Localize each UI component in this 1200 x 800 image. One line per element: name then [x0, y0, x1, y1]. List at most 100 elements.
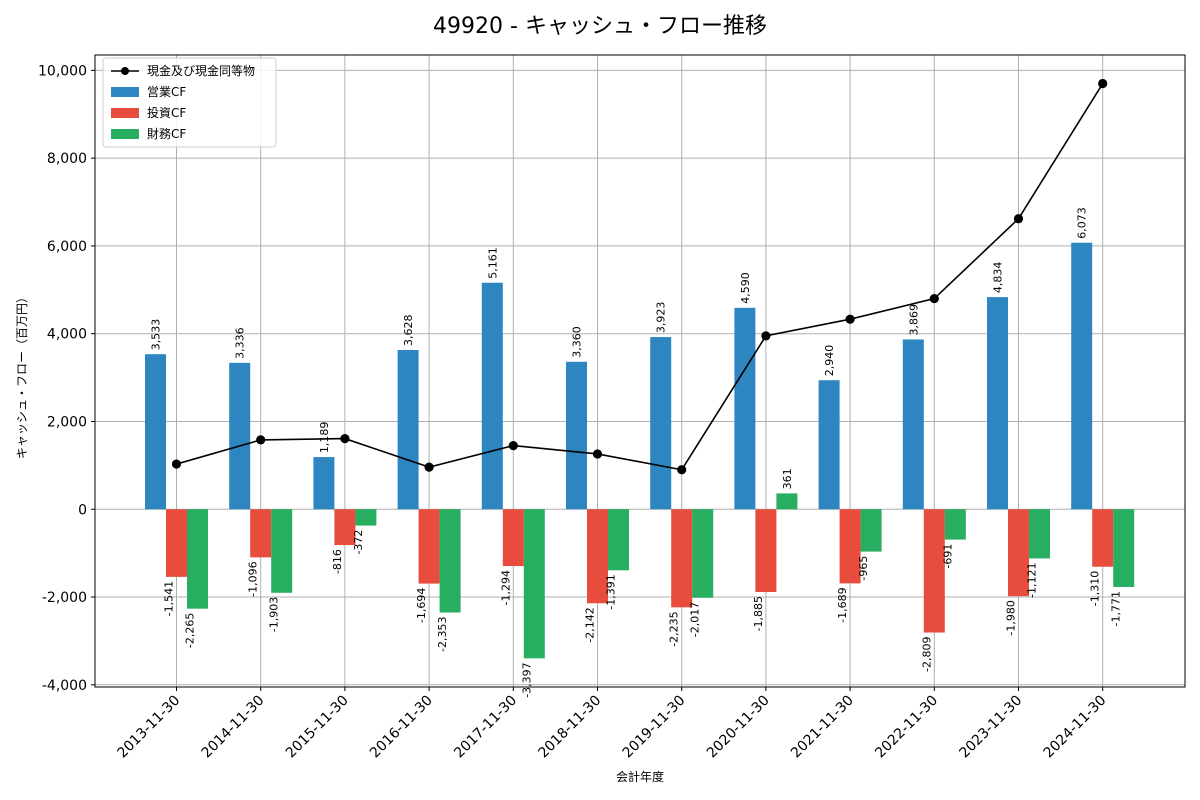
- cash-line-point[interactable]: [677, 465, 687, 475]
- bar-営業CF[interactable]: [1071, 242, 1093, 510]
- bar-value-label: -1,541: [163, 581, 176, 616]
- cash-line-point[interactable]: [929, 293, 939, 304]
- bar-投資CF[interactable]: [671, 509, 693, 608]
- bar-財務CF[interactable]: [944, 509, 966, 540]
- cash-line-point[interactable]: [424, 462, 434, 472]
- bar-投資CF[interactable]: [250, 509, 272, 558]
- y-tick-label: 10,000: [38, 63, 87, 79]
- bar-value-label: -2,353: [436, 617, 449, 652]
- bar-投資CF[interactable]: [334, 509, 356, 546]
- cash-line: [171, 78, 1108, 475]
- cash-line-point[interactable]: [592, 449, 603, 459]
- bar-財務CF[interactable]: [608, 509, 629, 571]
- bar-value-label: -1,980: [1005, 600, 1018, 635]
- legend-swatch: [111, 129, 139, 139]
- x-tick-label: 2017-11-30: [451, 693, 520, 762]
- x-tick-label: 2016-11-30: [367, 693, 436, 762]
- bar-営業CF[interactable]: [650, 337, 672, 510]
- bars: [145, 242, 1135, 659]
- bar-投資CF[interactable]: [587, 509, 608, 604]
- bar-営業CF[interactable]: [397, 350, 419, 510]
- bar-value-label: 4,834: [992, 262, 1005, 294]
- cash-line-point[interactable]: [171, 459, 182, 469]
- legend-label: 営業CF: [147, 85, 186, 99]
- bar-財務CF[interactable]: [523, 509, 545, 659]
- x-tick-label: 2013-11-30: [114, 693, 183, 762]
- bar-投資CF[interactable]: [418, 509, 440, 584]
- bar-財務CF[interactable]: [1113, 509, 1135, 587]
- bar-営業CF[interactable]: [145, 354, 166, 510]
- bar-value-label: 3,360: [571, 326, 584, 358]
- y-tick-label: -2,000: [42, 590, 87, 606]
- cash-line-point[interactable]: [845, 314, 855, 324]
- bar-value-label: -2,017: [689, 602, 702, 637]
- bar-営業CF[interactable]: [229, 362, 251, 510]
- x-tick-label: 2020-11-30: [704, 693, 773, 762]
- y-axis-label: キャッシュ・フロー（百万円）: [15, 291, 29, 459]
- bar-投資CF[interactable]: [502, 509, 524, 567]
- cash-line-point[interactable]: [256, 435, 266, 445]
- bar-value-label: -691: [941, 544, 954, 569]
- bar-投資CF[interactable]: [166, 509, 187, 577]
- y-tick-label: 2,000: [47, 414, 87, 430]
- bar-value-label: 6,073: [1076, 207, 1089, 239]
- legend-box: [102, 57, 277, 148]
- bar-value-label: 1,189: [318, 422, 331, 454]
- bar-value-label: 3,869: [907, 304, 920, 336]
- cash-line-point[interactable]: [1013, 214, 1024, 224]
- x-tick-label: 2019-11-30: [620, 693, 689, 762]
- legend-label: 財務CF: [147, 126, 186, 141]
- bar-財務CF[interactable]: [692, 509, 714, 598]
- y-tick-label: 4,000: [47, 327, 87, 343]
- cash-line-point[interactable]: [1098, 78, 1108, 89]
- bar-value-label: -1,885: [752, 596, 765, 631]
- x-tick-label: 2021-11-30: [788, 693, 857, 762]
- bar-value-label: -1,689: [836, 587, 849, 622]
- legend-label: 投資CF: [147, 105, 186, 120]
- cash-line-point[interactable]: [340, 433, 350, 444]
- bar-投資CF[interactable]: [923, 509, 945, 633]
- bar-財務CF[interactable]: [187, 509, 208, 609]
- chart-title: 49920 - キャッシュ・フロー推移: [433, 14, 767, 39]
- legend-swatch: [111, 108, 139, 118]
- bar-value-label: -3,397: [520, 662, 533, 697]
- bar-value-label: 3,628: [402, 315, 415, 347]
- x-axis-label: 会計年度: [616, 769, 664, 784]
- bar-財務CF[interactable]: [776, 493, 798, 510]
- data-labels: 3,533 3,336 1,189 3,628 5,161 3,360 3,923 4,590…: [150, 207, 1123, 698]
- bar-value-label: -1,391: [605, 574, 618, 609]
- bar-value-label: 5,161: [486, 247, 499, 279]
- bar-財務CF[interactable]: [271, 509, 293, 593]
- bar-営業CF[interactable]: [902, 339, 924, 510]
- bar-営業CF[interactable]: [987, 297, 1008, 510]
- cash-line-point[interactable]: [508, 441, 518, 451]
- bar-営業CF[interactable]: [818, 380, 840, 510]
- bar-財務CF[interactable]: [860, 509, 882, 552]
- bar-value-label: -1,294: [499, 570, 512, 605]
- bar-投資CF[interactable]: [1092, 509, 1114, 567]
- bar-営業CF[interactable]: [566, 361, 587, 510]
- bar-投資CF[interactable]: [1008, 509, 1029, 597]
- bar-value-label: -816: [331, 549, 344, 574]
- legend-swatch: [111, 87, 139, 97]
- bar-営業CF[interactable]: [481, 282, 503, 510]
- bar-投資CF[interactable]: [755, 509, 777, 592]
- bar-営業CF[interactable]: [313, 457, 335, 510]
- bar-value-label: -2,235: [668, 611, 681, 646]
- bar-value-label: 3,533: [150, 319, 163, 351]
- bar-財務CF[interactable]: [1029, 509, 1050, 559]
- bar-value-label: -1,096: [247, 561, 260, 596]
- y-tick-label: 8,000: [47, 151, 87, 167]
- bar-投資CF[interactable]: [839, 509, 861, 584]
- bar-財務CF[interactable]: [355, 509, 377, 526]
- axes: -4,000 -2,000 0 2,000 4,000 6,000 8,000 10,000 2…: [38, 54, 1186, 762]
- bar-value-label: 3,923: [655, 302, 668, 334]
- bar-value-label: -965: [857, 556, 870, 581]
- bar-財務CF[interactable]: [439, 509, 461, 613]
- bar-value-label: -372: [352, 530, 365, 555]
- bar-value-label: -2,265: [184, 613, 197, 648]
- cash-line-point[interactable]: [761, 331, 771, 341]
- bar-営業CF[interactable]: [734, 307, 756, 510]
